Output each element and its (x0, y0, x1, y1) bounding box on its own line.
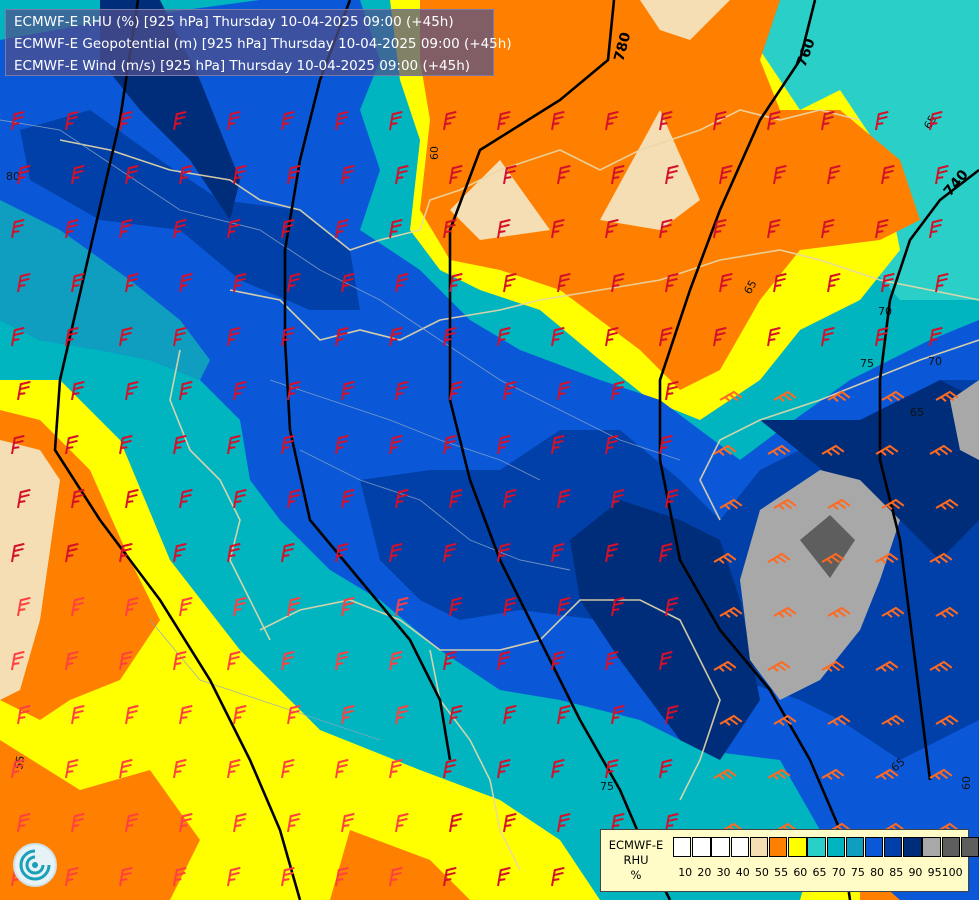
geopotential-contour-760 (658, 0, 852, 900)
legend-tick-label: 100 (941, 866, 963, 879)
map-title-box: ECMWF-E RHU (%) [925 hPa] Thursday 10-04… (5, 9, 512, 76)
legend-swatch (941, 837, 961, 857)
legend-swatch (826, 837, 845, 857)
legend-swatch (845, 837, 865, 857)
ecmwf-logo-icon (13, 843, 57, 887)
legend-tick-label: 80 (870, 866, 885, 879)
geopotential-label-780: 780 (611, 30, 634, 63)
rhu-contour-label: 75 (600, 780, 614, 793)
legend-tick-label: 75 (850, 866, 865, 879)
legend-swatch (749, 837, 769, 857)
legend-tick-label: 85 (889, 866, 904, 879)
legend-tick-label: 70 (831, 866, 846, 879)
legend-swatch (922, 837, 941, 857)
legend-swatch (864, 837, 884, 857)
legend-swatches (673, 837, 979, 857)
legend-swatch (960, 837, 979, 857)
legend-tick-label: 50 (754, 866, 769, 879)
legend-tick-label: 10 (678, 866, 693, 879)
rhu-contour-label: 65 (741, 278, 759, 297)
geopotential-contour-780 (283, 0, 452, 761)
geopotential-contour-780-west (53, 0, 302, 900)
title-line-wind: ECMWF-E Wind (m/s) [925 hPa] Thursday 10… (14, 58, 471, 74)
legend-swatch (692, 837, 711, 857)
rhu-legend: ECMWF-E RHU % 10 20 30 40 50 55 60 65 70 75 80 85 90… (600, 829, 979, 892)
rhu-contour-label: 70 (928, 355, 942, 368)
rhu-contour-label: 65 (910, 406, 924, 419)
legend-swatch (673, 837, 692, 857)
legend-tick-label: 65 (812, 866, 827, 879)
legend-title-line: % (630, 868, 642, 882)
legend-tick-label: 40 (735, 866, 750, 879)
legend-swatch (807, 837, 826, 857)
rhu-contour-label: 60 (428, 146, 441, 160)
title-line-rhu: ECMWF-E RHU (%) [925 hPa] Thursday 10-04… (14, 14, 454, 30)
legend-tick-label: 55 (774, 866, 789, 879)
legend-swatch (788, 837, 807, 857)
rhu-contour-label: 75 (860, 357, 874, 370)
legend-swatch (711, 837, 730, 857)
legend-title-line: ECMWF-E (608, 838, 664, 852)
rhu-contour-label: 60 (960, 776, 973, 790)
legend-title: ECMWF-E RHU % (605, 838, 667, 883)
legend-swatch (768, 837, 788, 857)
title-line-geopotential: ECMWF-E Geopotential (m) [925 hPa] Thurs… (14, 36, 512, 52)
legend-tick-label: 30 (716, 866, 731, 879)
legend-tick-label: 20 (697, 866, 712, 879)
legend-swatch (730, 837, 749, 857)
legend-tick-label: 95 (927, 866, 942, 879)
geopotential-contour-740 (878, 168, 979, 781)
legend-tick-label: 90 (908, 866, 923, 879)
legend-swatch (884, 837, 903, 857)
legend-title-line: RHU (623, 853, 649, 867)
legend-tick-label: 60 (793, 866, 808, 879)
rhu-contour-label: 80 (6, 170, 20, 183)
legend-swatch (903, 837, 922, 857)
legend-ticks: 10 20 30 40 50 55 60 65 70 75 80 85 90 95 100 (673, 866, 963, 879)
